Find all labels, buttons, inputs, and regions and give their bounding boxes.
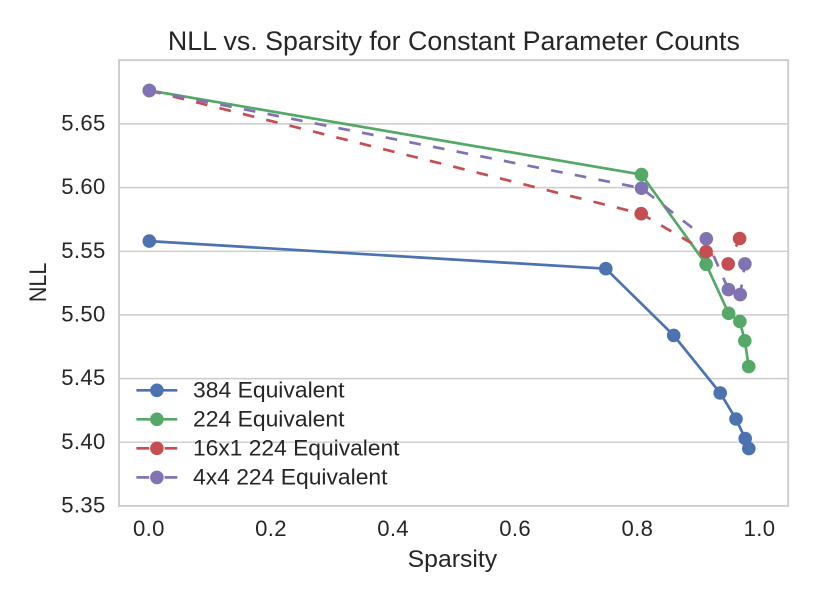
svg-text:224 Equivalent: 224 Equivalent: [193, 407, 345, 432]
svg-text:5.55: 5.55: [61, 238, 105, 263]
svg-text:4x4 224 Equivalent: 4x4 224 Equivalent: [193, 465, 388, 490]
svg-text:0.0: 0.0: [133, 516, 164, 541]
svg-text:16x1 224 Equivalent: 16x1 224 Equivalent: [193, 436, 400, 461]
svg-text:NLL vs. Sparsity for Constant: NLL vs. Sparsity for Constant Parameter …: [168, 26, 740, 56]
svg-text:5.50: 5.50: [61, 302, 105, 327]
svg-text:5.45: 5.45: [61, 365, 105, 390]
svg-text:0.6: 0.6: [499, 516, 530, 541]
svg-text:Sparsity: Sparsity: [408, 546, 498, 573]
svg-text:0.8: 0.8: [622, 516, 653, 541]
svg-text:5.40: 5.40: [61, 429, 105, 454]
svg-text:NLL: NLL: [25, 263, 52, 303]
svg-text:5.35: 5.35: [61, 492, 105, 517]
svg-text:384 Equivalent: 384 Equivalent: [193, 378, 345, 403]
svg-text:5.65: 5.65: [61, 110, 105, 135]
svg-text:1.0: 1.0: [744, 516, 775, 541]
svg-text:5.60: 5.60: [61, 174, 105, 199]
svg-text:0.4: 0.4: [377, 516, 408, 541]
svg-text:0.2: 0.2: [255, 516, 286, 541]
